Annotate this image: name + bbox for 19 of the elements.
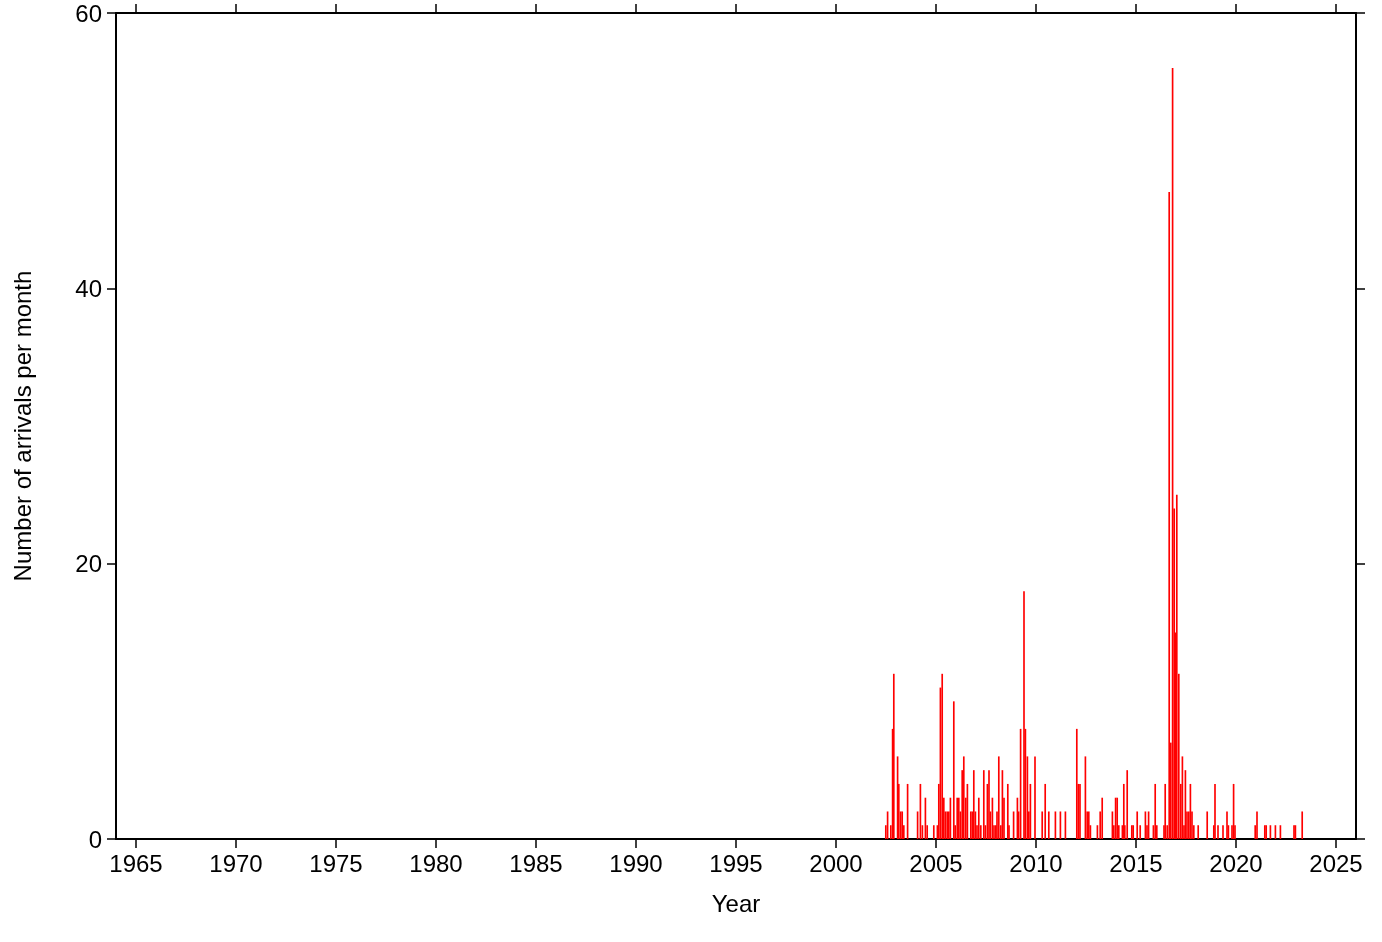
x-tick-label: 1975	[309, 849, 363, 877]
x-tick-label: 2025	[1309, 849, 1363, 877]
x-tick-label: 2010	[1009, 849, 1063, 877]
x-tick-label: 2015	[1109, 849, 1163, 877]
y-tick-label: 0	[88, 825, 102, 853]
y-tick-label: 20	[75, 550, 102, 578]
x-tick-label: 2000	[809, 849, 863, 877]
x-tick-label: 1990	[609, 849, 663, 877]
x-tick-label: 2020	[1209, 849, 1263, 877]
x-axis-title: Year	[711, 889, 761, 917]
x-tick-label: 1965	[109, 849, 163, 877]
x-tick-label: 1970	[209, 849, 263, 877]
y-tick-label: 40	[75, 274, 102, 302]
y-tick-label: 60	[75, 0, 102, 27]
x-tick-label: 1985	[509, 849, 563, 877]
x-tick-label: 2005	[909, 849, 963, 877]
x-tick-label: 1995	[709, 849, 763, 877]
y-axis-title: Number of arrivals per month	[8, 270, 36, 582]
x-tick-label: 1980	[409, 849, 463, 877]
